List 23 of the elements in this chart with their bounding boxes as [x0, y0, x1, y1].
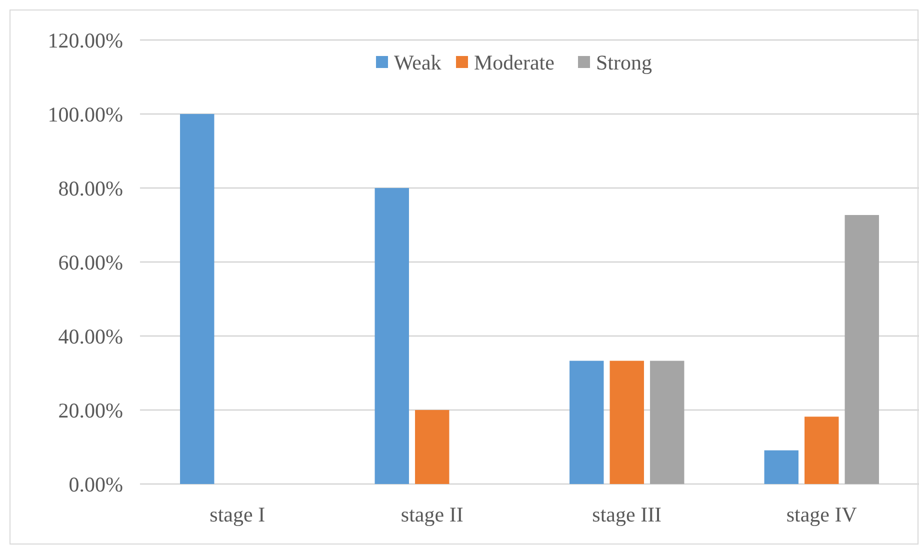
x-tick-label: stage IV: [786, 502, 857, 526]
y-tick-label: 20.00%: [58, 398, 123, 422]
x-tick-label: stage II: [400, 502, 464, 526]
y-tick-label: 80.00%: [58, 176, 123, 200]
x-tick-label: stage III: [592, 502, 662, 526]
bar: [180, 114, 214, 484]
bar: [804, 416, 839, 484]
x-tick-label: stage I: [210, 502, 266, 526]
legend-label: Strong: [596, 50, 653, 74]
y-tick-label: 60.00%: [58, 250, 123, 274]
bar: [764, 450, 798, 484]
legend-label: Weak: [394, 50, 442, 74]
legend-label: Moderate: [474, 50, 554, 74]
bar: [610, 360, 644, 484]
y-tick-label: 40.00%: [58, 324, 123, 348]
bar: [844, 215, 879, 484]
bar: [374, 188, 409, 484]
y-tick-label: 0.00%: [68, 472, 123, 496]
bar: [415, 410, 450, 484]
bar: [570, 360, 604, 484]
y-tick-label: 120.00%: [48, 28, 123, 52]
y-tick-label: 100.00%: [48, 102, 123, 126]
bar: [650, 360, 684, 484]
